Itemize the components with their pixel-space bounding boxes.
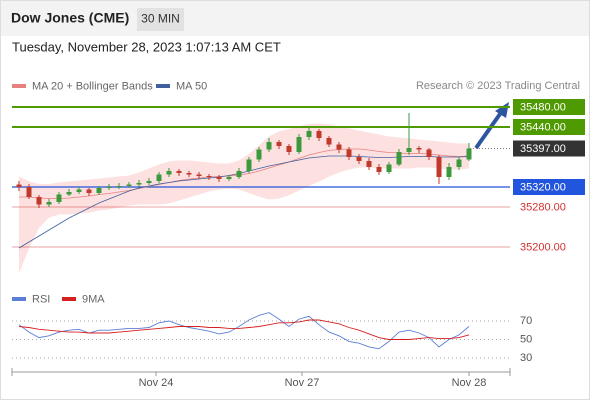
- bollinger-upper: [18, 123, 469, 185]
- header-bar: [1, 1, 589, 36]
- candle-body: [26, 187, 32, 197]
- candle-body: [306, 131, 312, 137]
- level-label: 35397.00: [520, 143, 566, 155]
- candle-body: [166, 171, 172, 175]
- candle-body: [36, 197, 42, 205]
- indicator-line: [18, 312, 470, 350]
- candle-body: [456, 159, 462, 167]
- candle-body: [256, 149, 262, 160]
- forecast-arrow: [474, 112, 502, 150]
- candle-body: [106, 187, 112, 188]
- ma-line: [19, 148, 470, 199]
- credit: Research © 2023 Trading Central: [416, 80, 580, 92]
- x-tick-label: Nov 28: [452, 377, 487, 389]
- candle-body: [346, 149, 352, 157]
- indicator-line: [18, 319, 470, 340]
- candle-body: [356, 157, 362, 161]
- candle-body: [276, 142, 282, 146]
- level-tag: [513, 119, 585, 135]
- candle-body: [426, 149, 432, 157]
- candle-body: [376, 167, 382, 172]
- candle-body: [296, 137, 302, 152]
- candle-body: [326, 138, 332, 145]
- level-tag: [513, 179, 585, 195]
- y-tick-label: 30: [520, 352, 532, 364]
- timeframe-badge[interactable]: [137, 8, 184, 31]
- level-tag: [513, 99, 585, 115]
- candle-body: [46, 202, 52, 205]
- legend-label: MA 20 + Bollinger Bands: [32, 80, 153, 92]
- x-tick-label: Nov 27: [285, 377, 320, 389]
- candle-body: [386, 164, 392, 172]
- candle-body: [266, 142, 272, 150]
- candle-body: [86, 189, 92, 193]
- level-label: 35440.00: [520, 121, 566, 133]
- y-tick-label: 50: [520, 333, 532, 345]
- candle-body: [366, 161, 372, 167]
- candle-body: [136, 183, 142, 185]
- candle-body: [316, 131, 322, 138]
- candle-body: [466, 148, 472, 160]
- instrument-title: Dow Jones (CME): [11, 10, 129, 26]
- bollinger-lower: [18, 166, 470, 273]
- y-tick-label: 70: [520, 315, 532, 327]
- candle-body: [16, 184, 22, 187]
- legend-swatch: [62, 297, 76, 301]
- legend-swatch: [156, 84, 170, 88]
- legend-label: 9MA: [82, 293, 105, 305]
- candle-body: [126, 184, 132, 186]
- candle-body: [66, 192, 72, 195]
- x-tick-label: Nov 24: [139, 377, 174, 389]
- candle-body: [56, 194, 62, 202]
- candle-body: [96, 188, 102, 193]
- legend-label: MA 50: [176, 80, 207, 92]
- level-label: 35200.00: [520, 241, 566, 253]
- candle-body: [176, 171, 182, 173]
- candle-body: [156, 174, 162, 181]
- legend-swatch: [12, 297, 26, 301]
- timeframe[interactable]: 30 MIN: [141, 12, 180, 26]
- candle-body: [286, 146, 292, 152]
- candle-body: [336, 144, 342, 150]
- candle-body: [396, 152, 402, 165]
- candle-body: [246, 159, 252, 171]
- candle-body: [436, 157, 442, 177]
- ma-line: [18, 155, 470, 249]
- candle-body: [446, 167, 452, 177]
- level-label: 35480.00: [520, 101, 566, 113]
- legend-swatch: [12, 84, 26, 88]
- candle-body: [196, 174, 202, 176]
- legend-label: RSI: [32, 293, 50, 305]
- candle-body: [206, 176, 212, 177]
- candle-body: [116, 186, 122, 187]
- level-tag: [513, 140, 585, 157]
- candle-body: [406, 148, 412, 152]
- candle-body: [226, 177, 232, 179]
- candle-body: [416, 148, 422, 150]
- candle-body: [216, 177, 222, 179]
- level-label: 35280.00: [520, 201, 566, 213]
- candle-body: [76, 189, 82, 192]
- timestamp: Tuesday, November 28, 2023 1:07:13 AM CE…: [12, 39, 281, 54]
- level-label: 35320.00: [520, 181, 566, 193]
- candle-body: [236, 171, 242, 177]
- candle-body: [186, 173, 192, 175]
- candle-body: [146, 181, 152, 183]
